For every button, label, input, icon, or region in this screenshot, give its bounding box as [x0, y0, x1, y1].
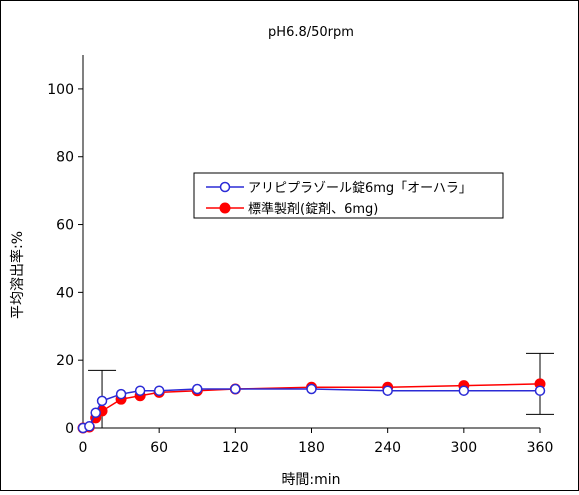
x-tick-label: 180: [298, 440, 325, 456]
x-tick-label: 360: [527, 440, 554, 456]
data-point: [96, 395, 108, 407]
y-axis-label: 平均溶出率:%: [9, 231, 26, 319]
data-point: [115, 388, 127, 400]
x-tick-label: 300: [450, 440, 477, 456]
legend-label: 標準製剤(錠剤、6mg): [248, 201, 378, 217]
x-tick-label: 240: [374, 440, 401, 456]
legend: アリピプラゾール錠6mg「オーハラ」標準製剤(錠剤、6mg): [193, 172, 504, 219]
x-tick-label: 60: [150, 440, 168, 456]
data-point: [153, 385, 165, 396]
x-axis-label: 時間:min: [281, 472, 340, 488]
data-point: [192, 383, 203, 395]
y-tick-label: 40: [56, 285, 74, 301]
data-point: [458, 385, 470, 396]
y-tick-label: 80: [56, 150, 74, 166]
legend-entry: アリピプラゾール錠6mg「オーハラ」: [206, 181, 472, 196]
data-point: [134, 385, 146, 396]
legend-marker: [219, 202, 231, 214]
y-tick-label: 20: [56, 353, 74, 369]
y-tick-label: 60: [56, 218, 74, 234]
data-point: [84, 421, 95, 432]
y-tick-label: 0: [65, 421, 74, 437]
x-tick-label: 0: [79, 440, 88, 456]
data-point: [382, 385, 393, 396]
data-point: [90, 407, 101, 418]
data-point: [230, 383, 241, 395]
data-point: [534, 385, 546, 396]
legend-entry: 標準製剤(錠剤、6mg): [206, 201, 378, 217]
plot-area: [77, 352, 554, 434]
legend-marker: [219, 181, 231, 193]
legend-label: アリピプラゾール錠6mg「オーハラ」: [248, 181, 472, 196]
y-tick-label: 100: [47, 82, 74, 98]
chart-title: pH6.8/50rpm: [268, 25, 354, 40]
axes: 0 20 40 60 80 100 0 60 120 180 240 300 360: [47, 55, 553, 456]
legend-box: [193, 172, 504, 219]
x-tick-label: 120: [222, 440, 249, 456]
data-point: [306, 383, 317, 395]
